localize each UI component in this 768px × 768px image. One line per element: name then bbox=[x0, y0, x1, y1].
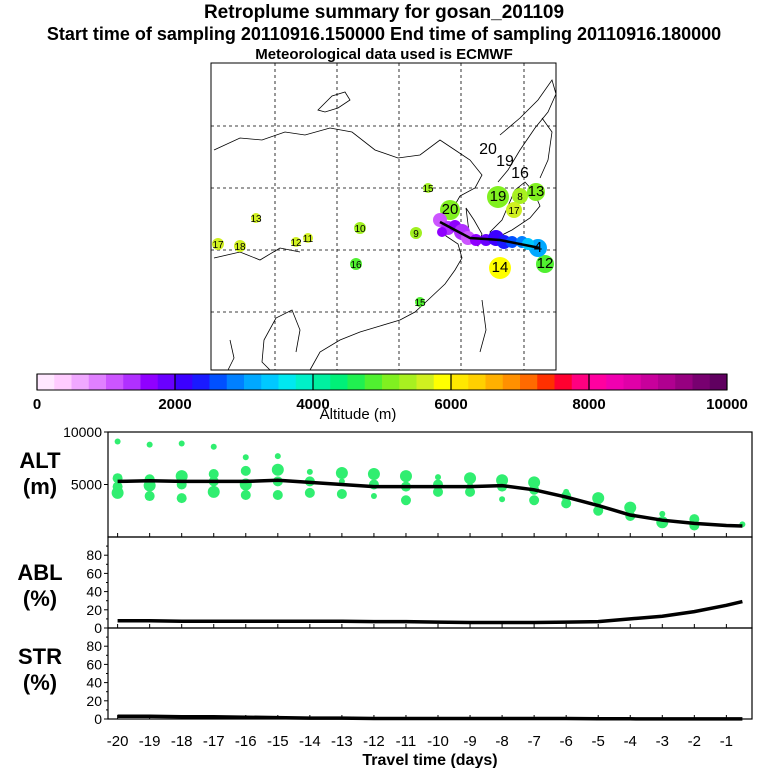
plume-centroid-label: 20 bbox=[442, 201, 459, 218]
plume-centroid bbox=[415, 297, 425, 307]
plume-centroid bbox=[234, 240, 246, 252]
plume-centroid-label: 20 bbox=[479, 141, 497, 158]
colorbar-cell bbox=[192, 374, 210, 390]
plume-centroid bbox=[291, 237, 301, 247]
plume-centroid bbox=[440, 200, 460, 220]
colorbar-cell bbox=[640, 374, 659, 390]
colorbar-cell bbox=[589, 374, 607, 390]
colorbar-tick-label: 2000 bbox=[158, 396, 191, 413]
colorbar-cell bbox=[123, 374, 141, 390]
plume-centroid bbox=[354, 222, 366, 234]
plume-centroid bbox=[212, 238, 224, 250]
plume-centroid bbox=[303, 233, 313, 243]
colorbar-cell bbox=[468, 374, 486, 390]
colorbar-cell bbox=[606, 374, 624, 390]
plume-centroid-label: 15 bbox=[422, 184, 434, 195]
colorbar-tick-label: 4000 bbox=[296, 396, 329, 413]
colorbar-cell bbox=[226, 374, 245, 390]
plume-centroid-label: 12 bbox=[290, 238, 302, 249]
colorbar-cell bbox=[157, 374, 176, 390]
plume-centroid-label: 12 bbox=[537, 255, 554, 272]
colorbar-cell bbox=[623, 374, 642, 390]
colorbar-cell bbox=[451, 374, 469, 390]
met-data-line: Meteorological data used is ECMWF bbox=[255, 46, 513, 63]
colorbar-cell bbox=[485, 374, 504, 390]
plume-centroid bbox=[536, 255, 554, 273]
colorbar-cell bbox=[382, 374, 400, 390]
colorbar-cell bbox=[364, 374, 383, 390]
colorbar-cell bbox=[244, 374, 262, 390]
altitude-colorbar: 0 2000 4000 6000 8000 10000 Altitude (m) bbox=[33, 373, 748, 422]
plume-centroid bbox=[410, 227, 422, 239]
colorbar-cell bbox=[295, 374, 314, 390]
plume-centroid bbox=[527, 183, 545, 201]
plume-centroid-label: 16 bbox=[350, 260, 362, 271]
colorbar-cell bbox=[106, 374, 124, 390]
trajectory-line bbox=[439, 220, 541, 250]
plume-centroid-label: 13 bbox=[528, 183, 545, 200]
plume-centroid bbox=[423, 183, 433, 193]
plume-centroid bbox=[251, 213, 261, 223]
plume-centroid-label: 19 bbox=[496, 153, 514, 170]
plume-centroid-label: 16 bbox=[511, 165, 529, 182]
colorbar-cell bbox=[37, 374, 55, 390]
colorbar-cell bbox=[330, 374, 348, 390]
colorbar-cell bbox=[554, 374, 573, 390]
plume-centroid-label: 8 bbox=[517, 192, 523, 203]
plume-centroid-label: 10 bbox=[354, 224, 366, 235]
colorbar-label: Altitude (m) bbox=[320, 406, 397, 422]
plume-centroid bbox=[512, 188, 528, 204]
colorbar-cell bbox=[209, 374, 228, 390]
plume-centroid-label: 17 bbox=[212, 240, 224, 251]
colorbar-cell bbox=[433, 374, 452, 390]
plume-centroid-label: 14 bbox=[492, 259, 509, 276]
colorbar-cell bbox=[520, 374, 538, 390]
plume-centroid-label: 15 bbox=[414, 298, 426, 309]
colorbar-tick-label: 6000 bbox=[434, 396, 467, 413]
plume-centroid bbox=[506, 202, 522, 218]
colorbar-cell bbox=[571, 374, 590, 390]
colorbar-cell bbox=[54, 374, 72, 390]
colorbar-cell bbox=[692, 374, 711, 390]
colorbar-cell bbox=[347, 374, 366, 390]
colorbar-cell bbox=[261, 374, 279, 390]
colorbar-cell bbox=[416, 374, 435, 390]
colorbar-cell bbox=[709, 374, 728, 390]
colorbar-cell bbox=[278, 374, 297, 390]
plume-centroid-label: 19 bbox=[490, 188, 507, 205]
plume-centroid bbox=[489, 257, 511, 279]
colorbar-cell bbox=[502, 374, 521, 390]
plume-centroid-label: 9 bbox=[413, 229, 419, 240]
colorbar-cell bbox=[675, 374, 693, 390]
colorbar-tick-label: 10000 bbox=[706, 396, 748, 413]
colorbar-tick-label: 8000 bbox=[572, 396, 605, 413]
plume-centroid-label: 18 bbox=[234, 242, 246, 253]
colorbar-tick-label: 0 bbox=[33, 396, 41, 413]
plume-centroid-label: 13 bbox=[250, 214, 262, 225]
colorbar-cell bbox=[537, 374, 555, 390]
chart-title: Retroplume summary for gosan_201109 bbox=[203, 2, 565, 23]
colorbar-cell bbox=[88, 374, 107, 390]
colorbar-cell bbox=[140, 374, 159, 390]
coastlines bbox=[213, 79, 557, 371]
plume-centroid bbox=[350, 258, 362, 270]
map-frame bbox=[210, 62, 557, 371]
colorbar-cell bbox=[399, 374, 417, 390]
plume-centroid bbox=[437, 227, 447, 237]
sampling-times: Start time of sampling 20110916.150000 E… bbox=[46, 24, 722, 44]
colorbar-cell bbox=[71, 374, 90, 390]
plume-centroid-label: 17 bbox=[508, 206, 520, 217]
colorbar-cell bbox=[175, 374, 193, 390]
plume-centroid-label: 11 bbox=[303, 234, 314, 245]
colorbar-cell bbox=[658, 374, 676, 390]
plume-centroid bbox=[487, 186, 509, 208]
colorbar-cell bbox=[313, 374, 331, 390]
